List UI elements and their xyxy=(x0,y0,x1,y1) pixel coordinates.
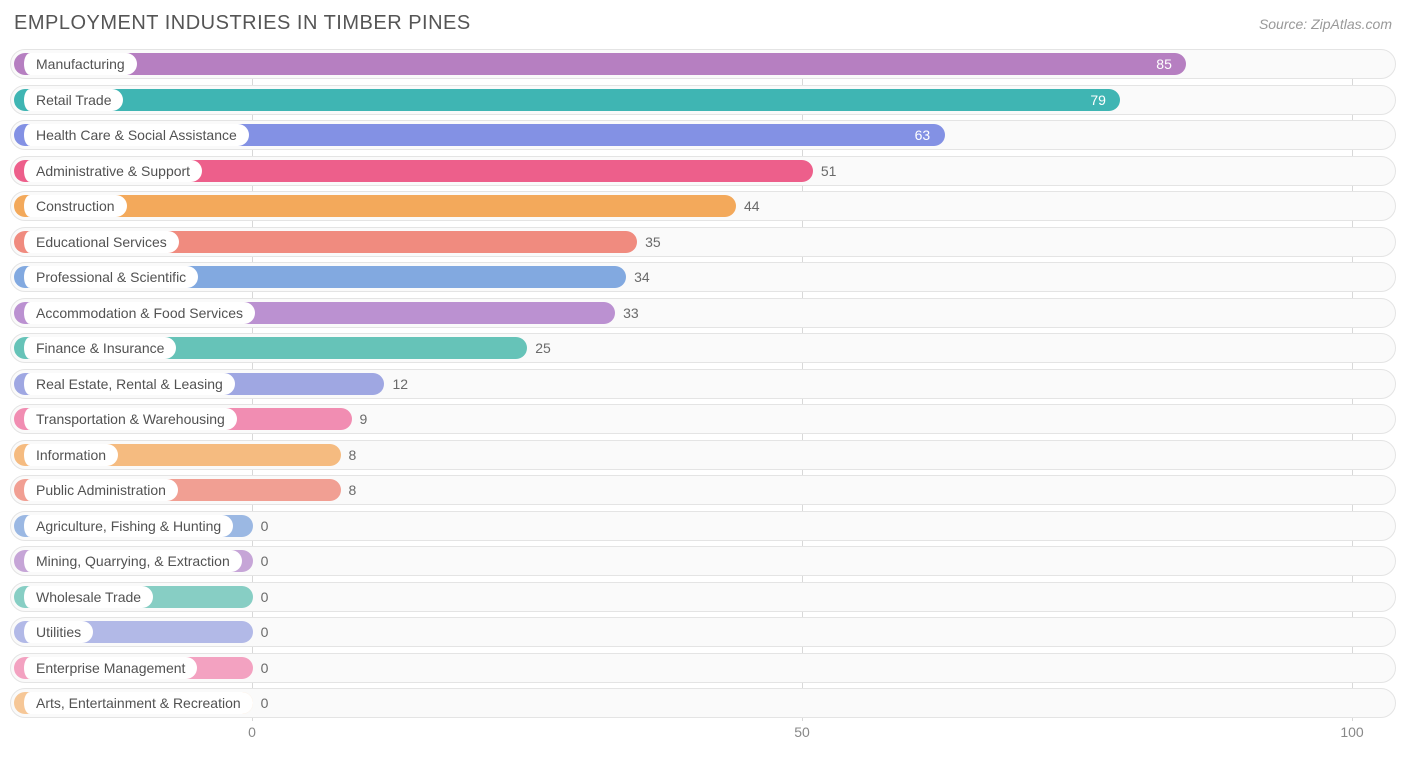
bar-row: Educational Services 35 xyxy=(10,227,1396,257)
bar-rows: Manufacturing 85 Retail Trade 79 Health Care… xyxy=(10,49,1396,718)
bar-row: Real Estate, Rental & Leasing 12 xyxy=(10,369,1396,399)
bar-value: 0 xyxy=(261,660,269,676)
bar-value: 12 xyxy=(392,376,408,392)
bar-row: Administrative & Support 51 xyxy=(10,156,1396,186)
bar-label-pill: Arts, Entertainment & Recreation xyxy=(19,692,253,714)
bar-label-pill: Health Care & Social Assistance xyxy=(19,124,249,146)
bar-label-pill: Public Administration xyxy=(19,479,178,501)
bar-value: 8 xyxy=(349,482,357,498)
bar-row: Professional & Scientific 34 xyxy=(10,262,1396,292)
axis-tick: 0 xyxy=(248,724,256,740)
bar-row: Manufacturing 85 xyxy=(10,49,1396,79)
chart-source: Source: ZipAtlas.com xyxy=(1259,16,1392,32)
chart-title: EMPLOYMENT INDUSTRIES IN TIMBER PINES xyxy=(14,12,471,35)
bar-label-pill: Information xyxy=(19,444,118,466)
bar-row: Public Administration 8 xyxy=(10,475,1396,505)
bar-label-pill: Retail Trade xyxy=(19,89,123,111)
x-axis: 0 50 100 xyxy=(10,724,1396,748)
axis-tick: 100 xyxy=(1340,724,1363,740)
bar-row: Accommodation & Food Services 33 xyxy=(10,298,1396,328)
bar-value: 51 xyxy=(821,163,837,179)
bar-value: 79 xyxy=(1090,92,1106,108)
bar-value: 0 xyxy=(261,624,269,640)
bar-label-pill: Real Estate, Rental & Leasing xyxy=(19,373,235,395)
bar-row: Retail Trade 79 xyxy=(10,85,1396,115)
bar-row: Agriculture, Fishing & Hunting 0 xyxy=(10,511,1396,541)
bar-row: Wholesale Trade 0 xyxy=(10,582,1396,612)
bar-fill xyxy=(14,53,1186,75)
bar-label-pill: Agriculture, Fishing & Hunting xyxy=(19,515,233,537)
bar-value: 0 xyxy=(261,589,269,605)
bar-label-pill: Professional & Scientific xyxy=(19,266,198,288)
bar-label-pill: Transportation & Warehousing xyxy=(19,408,237,430)
bar-value: 0 xyxy=(261,695,269,711)
chart-area: Manufacturing 85 Retail Trade 79 Health Care… xyxy=(10,49,1396,749)
bar-label-pill: Manufacturing xyxy=(19,53,137,75)
bar-row: Enterprise Management 0 xyxy=(10,653,1396,683)
bar-label-pill: Utilities xyxy=(19,621,93,643)
bar-value: 25 xyxy=(535,340,551,356)
bar-row: Health Care & Social Assistance 63 xyxy=(10,120,1396,150)
bar-value: 63 xyxy=(915,127,931,143)
bar-row: Information 8 xyxy=(10,440,1396,470)
bar-value: 8 xyxy=(349,447,357,463)
bar-row: Finance & Insurance 25 xyxy=(10,333,1396,363)
bar-label-pill: Finance & Insurance xyxy=(19,337,176,359)
bar-value: 9 xyxy=(360,411,368,427)
bar-value: 35 xyxy=(645,234,661,250)
bar-value: 34 xyxy=(634,269,650,285)
bar-value: 0 xyxy=(261,553,269,569)
bar-value: 44 xyxy=(744,198,760,214)
bar-label-pill: Wholesale Trade xyxy=(19,586,153,608)
axis-tick: 50 xyxy=(794,724,810,740)
bar-row: Construction 44 xyxy=(10,191,1396,221)
bar-row: Utilities 0 xyxy=(10,617,1396,647)
bar-label-pill: Enterprise Management xyxy=(19,657,197,679)
bar-label-pill: Construction xyxy=(19,195,127,217)
bar-value: 33 xyxy=(623,305,639,321)
chart-header: EMPLOYMENT INDUSTRIES IN TIMBER PINES So… xyxy=(10,12,1396,35)
bar-label-pill: Administrative & Support xyxy=(19,160,202,182)
bar-label-pill: Accommodation & Food Services xyxy=(19,302,255,324)
bar-row: Arts, Entertainment & Recreation 0 xyxy=(10,688,1396,718)
bar-label-pill: Educational Services xyxy=(19,231,179,253)
bar-value: 85 xyxy=(1156,56,1172,72)
bar-label-pill: Mining, Quarrying, & Extraction xyxy=(19,550,242,572)
bar-value: 0 xyxy=(261,518,269,534)
bar-row: Mining, Quarrying, & Extraction 0 xyxy=(10,546,1396,576)
bar-fill xyxy=(14,89,1120,111)
bar-row: Transportation & Warehousing 9 xyxy=(10,404,1396,434)
